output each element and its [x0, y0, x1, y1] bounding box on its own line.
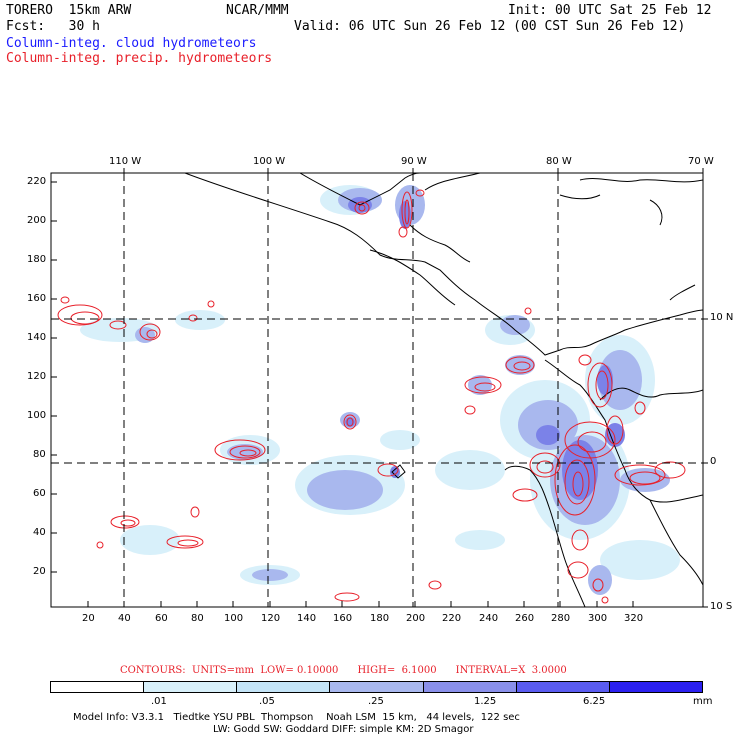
x-tick-200: 200 — [406, 613, 426, 624]
legend-swatch-0 — [51, 682, 145, 692]
x-tick-120: 120 — [261, 613, 281, 624]
legend-label-625: 6.25 — [583, 696, 606, 707]
lat-label-10s: 10 S — [710, 601, 733, 612]
y-tick-200: 200 — [27, 215, 47, 226]
lon-label-100w: 100 W — [253, 156, 286, 167]
forecast-hour: Fcst: 30 h — [6, 19, 100, 34]
valid-time: Valid: 06 UTC Sun 26 Feb 12 (00 CST Sun … — [294, 19, 686, 34]
model-info-line2: LW: Godd SW: Goddard DIFF: simple KM: 2D… — [213, 724, 474, 735]
y-tick-220: 220 — [27, 176, 47, 187]
y-tick-160: 160 — [27, 293, 47, 304]
x-tick-60: 60 — [155, 613, 168, 624]
y-tick-100: 100 — [27, 410, 47, 421]
tick-marks — [51, 168, 708, 608]
legend-label-001: .01 — [151, 696, 167, 707]
x-tick-220: 220 — [442, 613, 462, 624]
x-tick-240: 240 — [479, 613, 499, 624]
y-tick-180: 180 — [27, 254, 47, 265]
y-tick-80: 80 — [33, 449, 46, 460]
y-tick-60: 60 — [33, 488, 46, 499]
y-tick-140: 140 — [27, 332, 47, 343]
lon-label-110w: 110 W — [109, 156, 142, 167]
legend-swatch-4 — [423, 682, 517, 692]
lat-lon-grid — [51, 173, 703, 607]
x-tick-40: 40 — [118, 613, 131, 624]
x-tick-300: 300 — [588, 613, 608, 624]
x-tick-320: 320 — [624, 613, 644, 624]
color-legend-bar — [50, 681, 703, 693]
legend-swatch-1 — [144, 682, 238, 692]
x-tick-80: 80 — [191, 613, 204, 624]
lat-label-10n: 10 N — [710, 312, 734, 323]
x-tick-180: 180 — [370, 613, 390, 624]
legend-swatch-3 — [330, 682, 424, 692]
contours-info: CONTOURS: UNITS=mm LOW= 0.10000 HIGH= 6.… — [120, 665, 567, 676]
legend-swatch-2 — [237, 682, 331, 692]
y-tick-40: 40 — [33, 527, 46, 538]
legend-unit-mm: mm — [693, 696, 713, 707]
legend-swatch-6 — [609, 682, 702, 692]
legend-label-005: .05 — [259, 696, 275, 707]
x-tick-260: 260 — [515, 613, 535, 624]
x-tick-20: 20 — [82, 613, 95, 624]
x-tick-160: 160 — [333, 613, 353, 624]
map-frame — [50, 172, 704, 608]
init-time: Init: 00 UTC Sat 25 Feb 12 — [508, 3, 712, 18]
coastlines — [184, 173, 703, 607]
cloud-shading-light — [80, 185, 680, 585]
model-info-line1: Model Info: V3.3.1 Tiedtke YSU PBL Thomp… — [73, 712, 520, 723]
lon-label-80w: 80 W — [546, 156, 572, 167]
x-tick-140: 140 — [297, 613, 317, 624]
x-tick-280: 280 — [551, 613, 571, 624]
y-tick-120: 120 — [27, 371, 47, 382]
lon-label-70w: 70 W — [688, 156, 714, 167]
y-tick-20: 20 — [33, 566, 46, 577]
legend-swatch-5 — [516, 682, 610, 692]
lon-label-90w: 90 W — [401, 156, 427, 167]
precip-contours — [57, 189, 686, 604]
x-tick-100: 100 — [224, 613, 244, 624]
legend-label-125: 1.25 — [474, 696, 497, 707]
model-title: TORERO 15km ARW — [6, 3, 132, 18]
organization-label: NCAR/MMM — [226, 3, 289, 18]
legend-label-025: .25 — [368, 696, 384, 707]
field-label-cloud: Column-integ. cloud hydrometeors — [6, 36, 257, 51]
lat-label-0: 0 — [710, 456, 717, 467]
field-label-precip: Column-integ. precip. hydrometeors — [6, 51, 273, 66]
